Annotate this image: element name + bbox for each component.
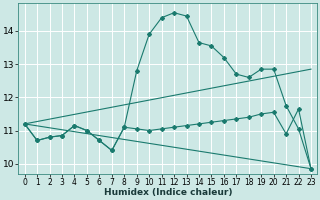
X-axis label: Humidex (Indice chaleur): Humidex (Indice chaleur) [104,188,232,197]
